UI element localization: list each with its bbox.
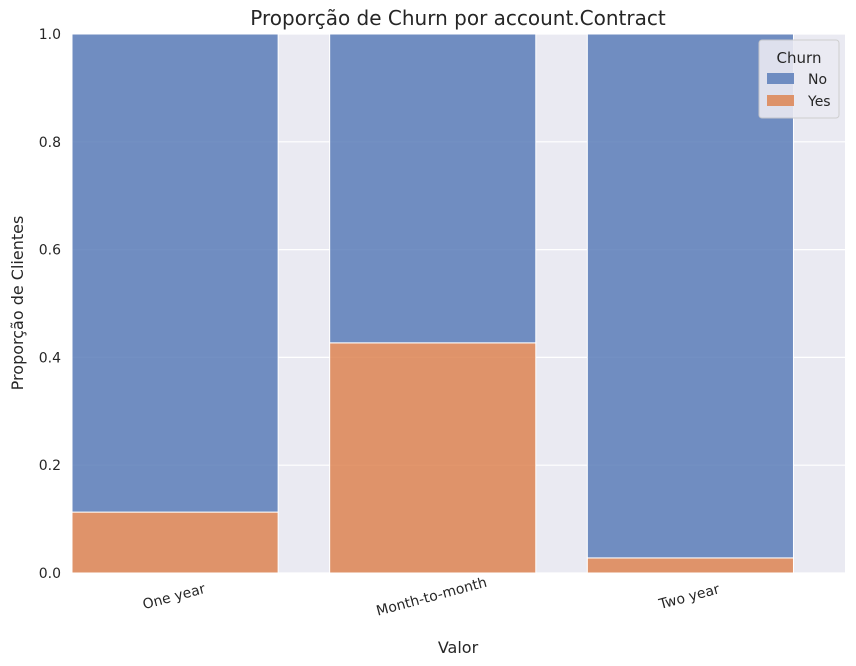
x-tick-label: One year bbox=[141, 581, 207, 613]
legend-title: Churn bbox=[777, 49, 822, 67]
x-tick-label: Two year bbox=[656, 581, 721, 613]
x-axis-label: Valor bbox=[438, 638, 479, 657]
legend-swatch-yes bbox=[767, 95, 794, 106]
bar-yes-0 bbox=[71, 511, 279, 574]
x-tick-label: Month-to-month bbox=[375, 575, 489, 620]
y-tick-label: 0.2 bbox=[39, 458, 61, 474]
y-tick-label: 0.8 bbox=[39, 135, 61, 151]
bar-no-1 bbox=[329, 33, 537, 344]
y-axis-label: Proporção de Clientes bbox=[8, 216, 27, 391]
bar-yes-1 bbox=[329, 342, 537, 574]
y-tick-label: 0.4 bbox=[39, 350, 61, 366]
chart-title: Proporção de Churn por account.Contract bbox=[250, 6, 666, 30]
bar-no-2 bbox=[586, 33, 794, 559]
legend: Churn No Yes bbox=[758, 39, 840, 119]
y-tick-label: 0.6 bbox=[39, 243, 61, 259]
legend-label-no: No bbox=[808, 72, 827, 88]
y-ticks: 0.0 0.2 0.4 0.6 0.8 1.0 bbox=[39, 27, 61, 582]
x-ticks: One year Month-to-month Two year bbox=[141, 575, 722, 620]
legend-label-yes: Yes bbox=[807, 94, 831, 110]
y-tick-label: 1.0 bbox=[39, 27, 61, 43]
bar-no-0 bbox=[71, 33, 279, 513]
bars bbox=[71, 33, 794, 574]
y-tick-label: 0.0 bbox=[39, 566, 61, 582]
legend-swatch-no bbox=[767, 73, 794, 84]
bar-yes-2 bbox=[586, 557, 794, 574]
